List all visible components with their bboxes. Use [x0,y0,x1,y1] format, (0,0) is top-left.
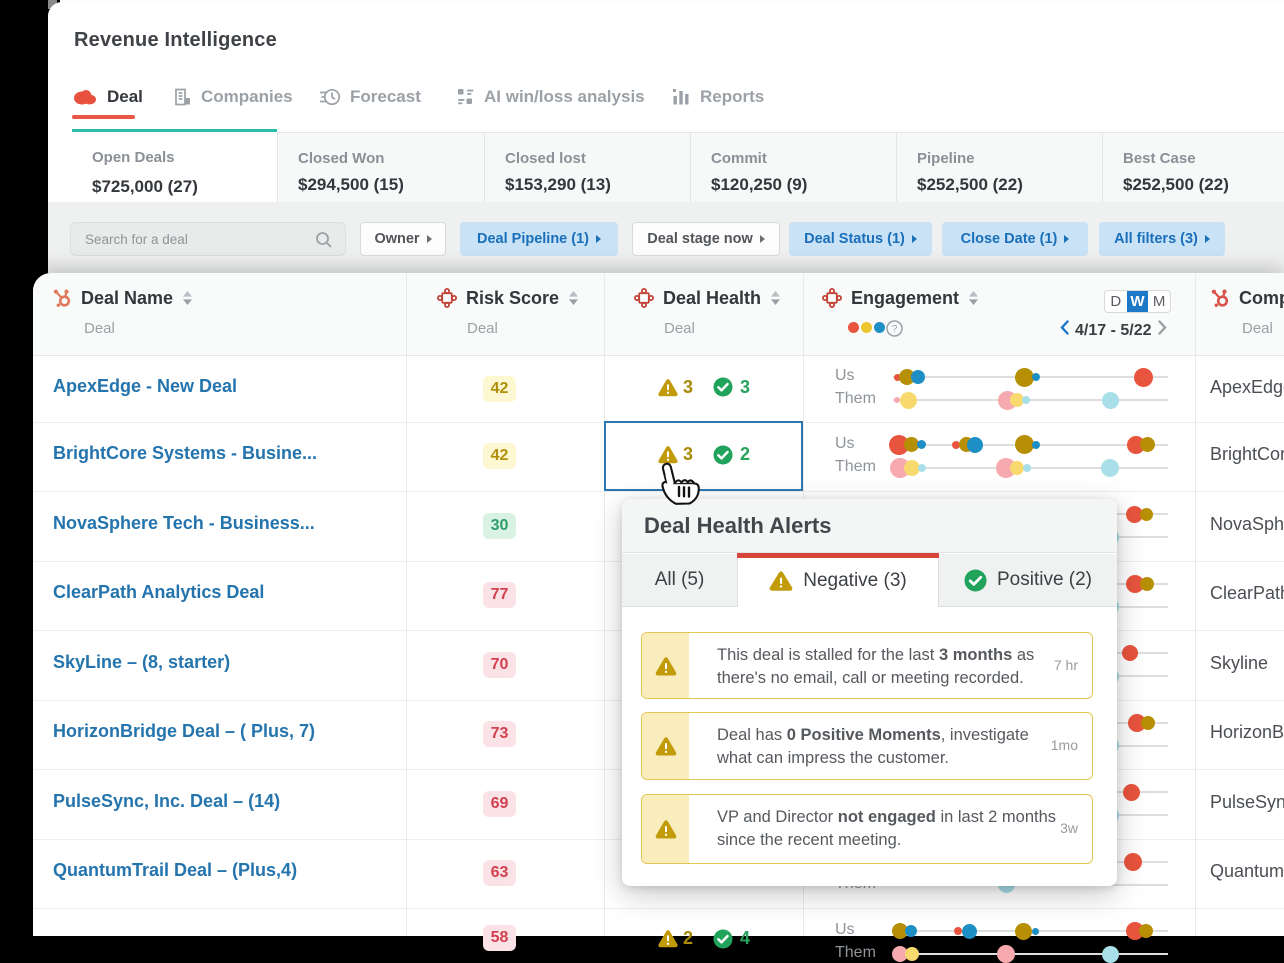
svg-text:?: ? [892,324,898,335]
